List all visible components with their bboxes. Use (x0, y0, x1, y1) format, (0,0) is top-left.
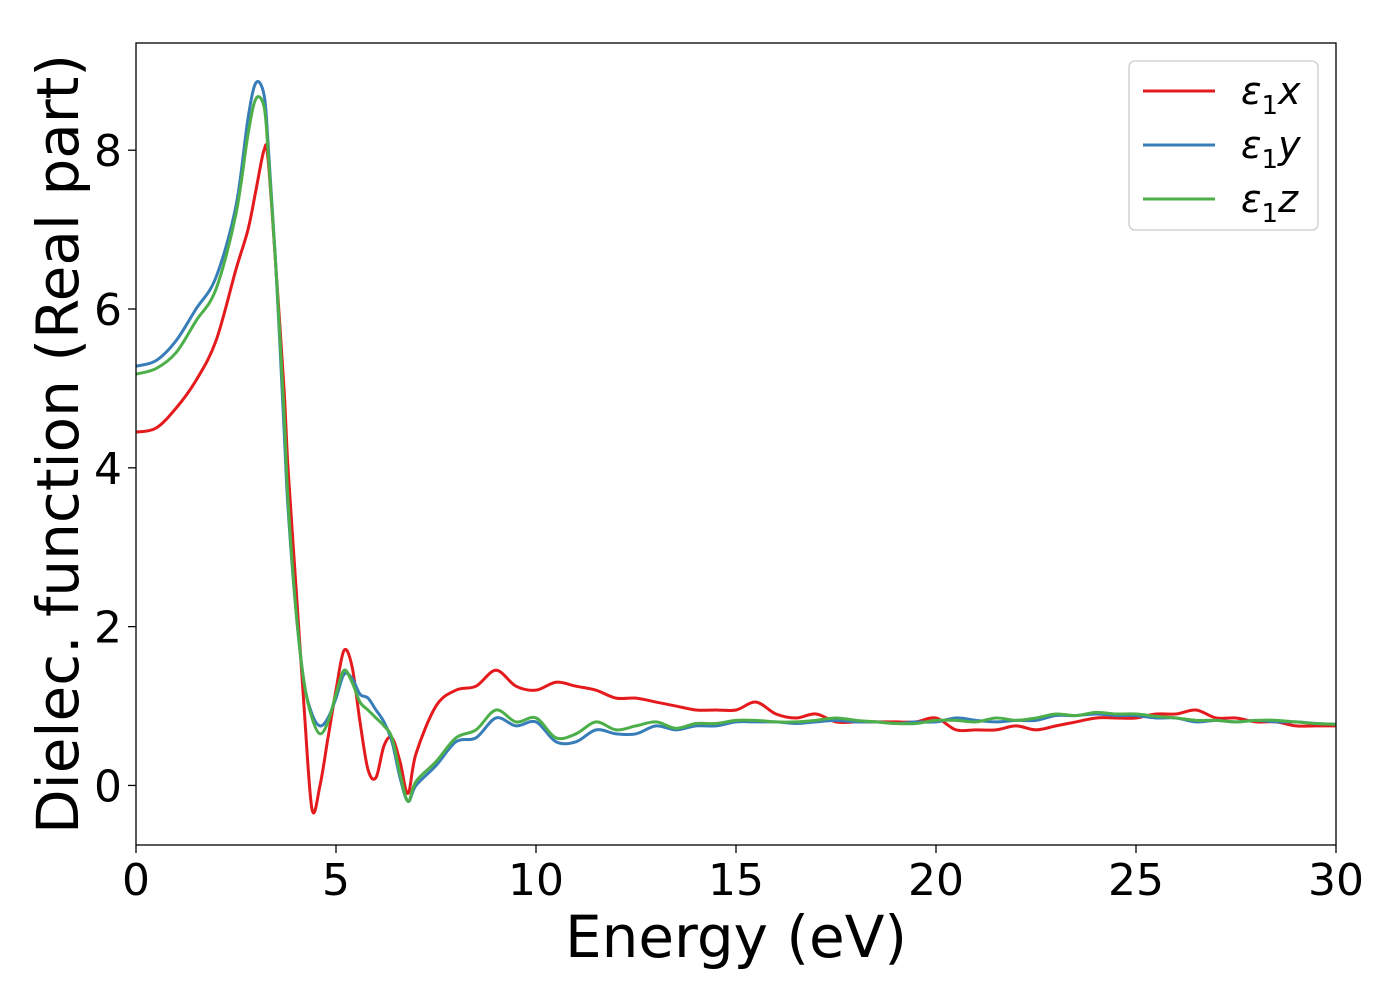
legend-box (1128, 60, 1319, 231)
legend-label-z: ε1z (1241, 177, 1299, 229)
legend-label-y: ε1y (1241, 123, 1301, 175)
y-tick-label: 2 (94, 603, 122, 654)
x-axis-label: Energy (eV) (565, 903, 907, 971)
series-line-z (136, 95, 1336, 803)
x-tick-label: 30 (1308, 855, 1364, 906)
x-tick-label: 20 (908, 855, 964, 906)
x-tick-label: 5 (322, 855, 350, 906)
y-tick-label: 6 (94, 285, 122, 336)
x-tick-label: 15 (708, 855, 764, 906)
x-tick-label: 10 (508, 855, 564, 906)
y-axis-label: Dielec. function (Real part) (24, 54, 92, 834)
ticks-layer: 0 5 10 15 20 25 30 0 2 4 6 8 (94, 126, 1364, 906)
series-layer (136, 79, 1336, 815)
x-tick-label: 0 (122, 855, 150, 906)
legend-label-x: ε1x (1241, 69, 1301, 121)
y-tick-label: 0 (94, 761, 122, 812)
x-tick-label: 25 (1108, 855, 1164, 906)
y-tick-label: 4 (94, 444, 122, 495)
y-tick-label: 8 (94, 126, 122, 177)
